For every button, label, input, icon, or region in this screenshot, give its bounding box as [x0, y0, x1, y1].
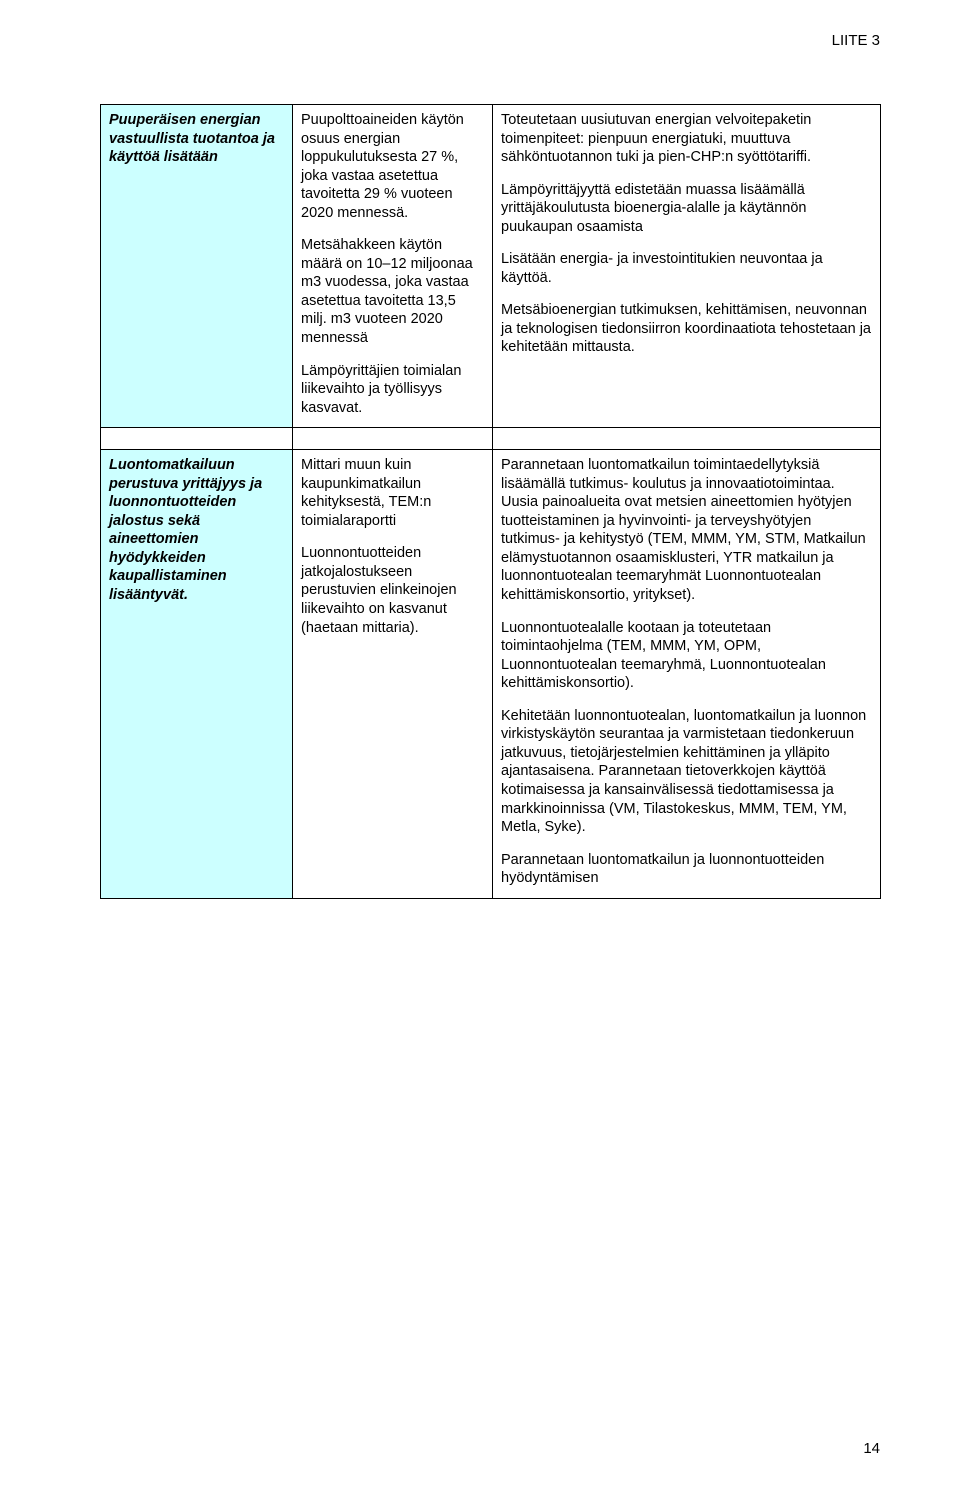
text-block: Toteutetaan uusiutuvan energian velvoite…	[501, 111, 872, 167]
text-block: Lämpöyrittäjyyttä edistetään muassa lisä…	[501, 181, 872, 237]
text-block: Lisätään energia- ja investointitukien n…	[501, 250, 872, 287]
text-block: Luonnontuotteiden jatkojalostukseen peru…	[301, 544, 484, 637]
row2-col3: Parannetaan luontomatkailun toimintaedel…	[493, 450, 881, 898]
text-block: Lämpöyrittäjien toimialan liikevaihto ja…	[301, 362, 484, 418]
row1-col1: Puuperäisen energian vastuullista tuotan…	[101, 105, 293, 428]
appendix-label: LIITE 3	[832, 32, 880, 49]
text-block: Luonnontuotealalle kootaan ja toteutetaa…	[501, 619, 872, 693]
content-area: Puuperäisen energian vastuullista tuotan…	[100, 104, 880, 899]
document-table: Puuperäisen energian vastuullista tuotan…	[100, 104, 881, 899]
text-block: Parannetaan luontomatkailun toimintaedel…	[501, 456, 872, 604]
text-block: Puuperäisen energian vastuullista tuotan…	[109, 111, 284, 167]
gap-row	[101, 428, 881, 450]
row2-col2: Mittari muun kuin kaupunkimatkailun kehi…	[293, 450, 493, 898]
page-number: 14	[863, 1440, 880, 1457]
page: LIITE 3 Puuperäisen energian vastuullist…	[0, 0, 960, 1487]
row1-col2: Puupolttoaineiden käytön osuus energian …	[293, 105, 493, 428]
text-block: Puupolttoaineiden käytön osuus energian …	[301, 111, 484, 222]
text-block: Parannetaan luontomatkailun ja luonnontu…	[501, 851, 872, 888]
row2-col1: Luontomatkailuun perustuva yrittäjyys ja…	[101, 450, 293, 898]
table-row: Puuperäisen energian vastuullista tuotan…	[101, 105, 881, 428]
text-block: Luontomatkailuun perustuva yrittäjyys ja…	[109, 456, 284, 604]
text-block: Kehitetään luonnontuotealan, luontomatka…	[501, 707, 872, 837]
text-block: Metsähakkeen käytön määrä on 10–12 miljo…	[301, 236, 484, 347]
table-row: Luontomatkailuun perustuva yrittäjyys ja…	[101, 450, 881, 898]
text-block: Mittari muun kuin kaupunkimatkailun kehi…	[301, 456, 484, 530]
row1-col3: Toteutetaan uusiutuvan energian velvoite…	[493, 105, 881, 428]
text-block: Metsäbioenergian tutkimuksen, kehittämis…	[501, 301, 872, 357]
